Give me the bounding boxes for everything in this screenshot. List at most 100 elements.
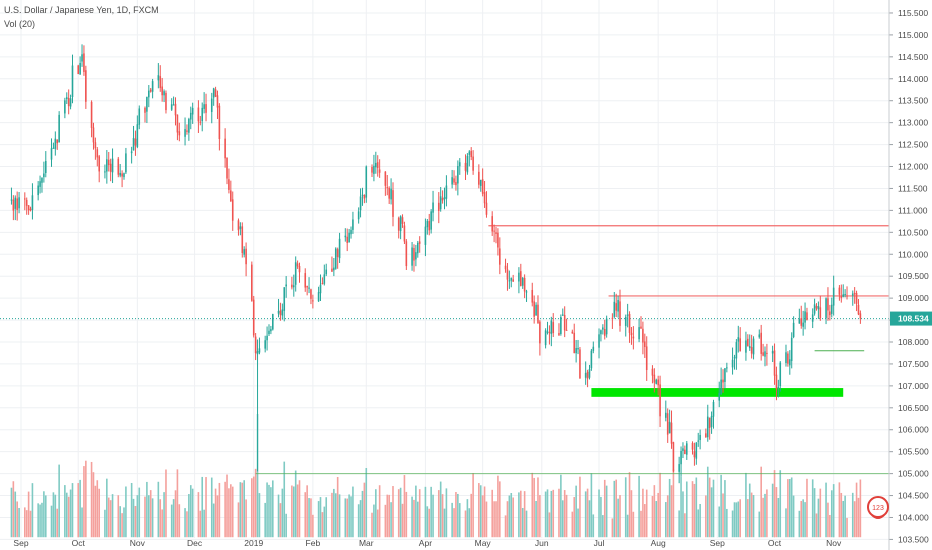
volume-bar [178, 504, 181, 538]
volume-bar [815, 513, 818, 538]
candle-body [521, 277, 524, 286]
candle-body [657, 379, 659, 386]
volume-bar [14, 491, 17, 538]
volume-bar [766, 489, 768, 538]
volume-bar [466, 499, 469, 538]
candle-body [699, 434, 701, 441]
volume-bar [495, 501, 497, 538]
candle-body [58, 114, 60, 143]
candle-body [691, 443, 694, 450]
volume-bar [483, 486, 486, 538]
candle-body [653, 374, 656, 383]
candle-body [571, 331, 574, 334]
volume-bar [363, 482, 366, 538]
volume-bar [413, 499, 415, 538]
candle-body [722, 379, 724, 383]
volume-bar [256, 414, 259, 538]
candle-body [439, 196, 442, 210]
volume-bar [684, 513, 686, 538]
volume-bar [819, 488, 822, 538]
candle-body [386, 187, 389, 189]
candle-body [590, 350, 593, 369]
candle-body [611, 317, 614, 319]
candle-body [819, 307, 822, 318]
volume-bar [218, 482, 221, 538]
volume-bar [281, 488, 284, 538]
candle-body [159, 76, 162, 88]
volume-bar [64, 485, 66, 538]
candle-body [817, 305, 820, 310]
volume-bar [432, 494, 434, 538]
x-tick-label: Apr [419, 538, 432, 548]
volume-bar [731, 510, 734, 538]
candle-body [451, 177, 453, 185]
candle-body [825, 298, 827, 318]
volume-bar [163, 492, 165, 538]
y-tick-label: 113.500 [898, 96, 928, 106]
volume-bar [165, 469, 167, 538]
candle-body [14, 197, 17, 209]
candle-body [323, 274, 326, 284]
volume-bar [403, 475, 406, 538]
tradingview-badge[interactable]: 123 [866, 494, 890, 522]
candle-body [745, 340, 747, 353]
candle-body [96, 149, 99, 158]
volume-bar [149, 490, 152, 538]
candle-body [712, 401, 715, 417]
candle-body [77, 65, 80, 75]
candle-body [495, 232, 497, 235]
volume-bar [359, 500, 362, 538]
candle-body [216, 95, 219, 108]
candle-body [399, 216, 402, 232]
symbol-title: U.S. Dollar / Japanese Yen, 1D, FXCM [4, 5, 159, 15]
candle-body [31, 195, 34, 210]
volume-bar [544, 491, 547, 538]
volume-bar [399, 487, 402, 538]
candle-body [148, 90, 150, 98]
candle-body [504, 265, 507, 270]
volume-bar [575, 485, 577, 538]
candle-body [558, 333, 560, 336]
volume-bar [401, 503, 404, 538]
volume-bar [24, 507, 26, 538]
candle-body [186, 130, 188, 132]
candle-body [430, 211, 432, 230]
candle-body [668, 421, 671, 434]
candle-body [298, 266, 301, 273]
candle-body [98, 156, 101, 172]
candle-body [624, 316, 627, 326]
x-tick-label: Nov [826, 538, 842, 548]
candle-body [573, 332, 576, 354]
volume-bar [159, 499, 162, 538]
volume-bar [285, 513, 287, 538]
candle-body [132, 137, 135, 151]
candle-body [373, 165, 375, 174]
candle-body [563, 315, 566, 331]
volume-bar [472, 473, 474, 538]
candle-body [12, 199, 15, 211]
x-tick-label: Feb [306, 538, 321, 548]
candle-body [24, 198, 26, 200]
volume-bar [416, 501, 419, 538]
candle-body [365, 166, 368, 198]
candle-body [94, 142, 97, 149]
volume-bar [308, 498, 310, 538]
volume-bar [201, 476, 204, 538]
volume-bar [737, 501, 740, 538]
volume-bar [563, 490, 566, 538]
volume-bar [304, 492, 307, 538]
candle-body [43, 173, 45, 178]
volume-bar [788, 479, 791, 538]
candle-body [472, 156, 474, 171]
volume-bar [573, 497, 576, 538]
candle-body [165, 92, 167, 111]
candle-body [241, 226, 244, 254]
candle-body [170, 104, 173, 110]
volume-bar [531, 472, 534, 538]
candle-body [613, 301, 616, 317]
volume-bar [296, 484, 299, 538]
candle-body [111, 158, 114, 173]
volume-bar [685, 481, 688, 538]
candle-body [123, 173, 125, 178]
